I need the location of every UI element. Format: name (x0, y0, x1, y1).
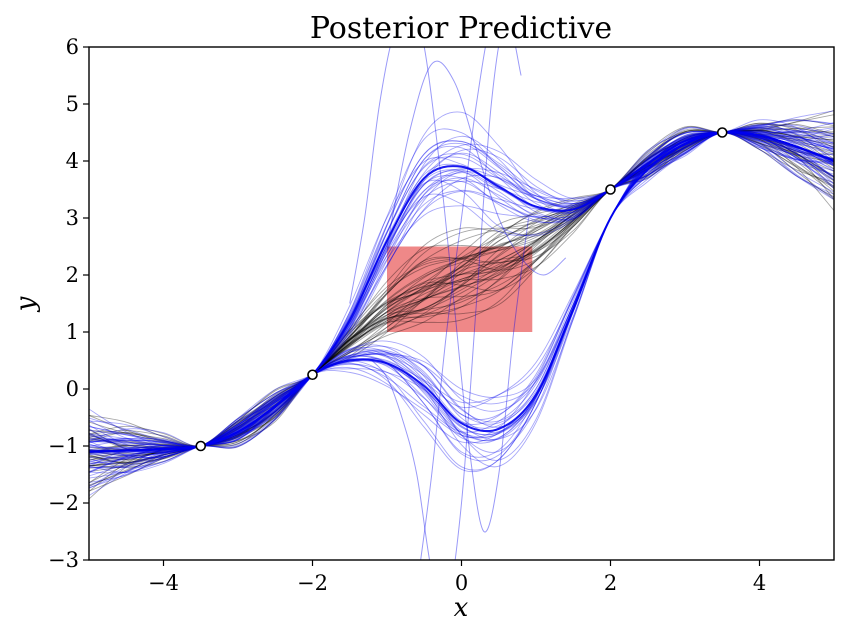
y-tick-label: 5 (66, 92, 79, 116)
outlier-curve-2 (386, 60, 567, 276)
observed-point (605, 184, 616, 195)
black-curve-sample-21 (89, 131, 834, 454)
y-tick-label: −3 (48, 548, 79, 572)
blue-mode-0-curve-sample-10 (89, 131, 834, 484)
black-curve-sample-18 (89, 131, 834, 463)
blue-mode-0-curve-sample-7 (89, 127, 834, 448)
blue-mode-0-curve-sample-14 (89, 127, 834, 448)
blue-mode-1-curve-sample-8 (89, 131, 834, 461)
y-tick-label: −2 (48, 491, 79, 515)
black-curve-sample-38 (89, 129, 834, 484)
blue-mode-1-curve-sample-19 (89, 132, 834, 462)
y-axis-label: 𝑦 (11, 296, 41, 312)
observed-point (716, 127, 728, 138)
observed-point (195, 440, 207, 452)
blue-mode-0-curve-sample-4 (89, 126, 834, 447)
observed-point (307, 369, 318, 381)
y-axis: −3 −2 −1 0 1 2 3 4 5 6 (48, 35, 89, 572)
blue-mode-0-curve-sample-21 (89, 132, 834, 474)
black-curve-sample-9 (89, 131, 834, 464)
y-tick-label: 3 (66, 206, 79, 230)
y-tick-label: −1 (48, 434, 79, 458)
x-axis-label: 𝑥 (454, 593, 469, 623)
y-tick-label: 1 (66, 320, 79, 344)
black-curve-sample-35 (89, 131, 834, 487)
plot-area (89, 47, 834, 560)
blue-mode-line-1 (89, 131, 834, 453)
target-region (387, 246, 533, 332)
y-tick-label: 6 (66, 35, 79, 59)
black-curve-sample-31 (89, 129, 834, 447)
chart-title: Posterior Predictive (310, 11, 612, 46)
outlier-curve-3 (420, 47, 486, 560)
blue-mode-1-curve-sample-5 (89, 132, 834, 471)
x-tick-label: 0 (455, 571, 468, 595)
black-curve-sample-24 (89, 123, 834, 448)
blue-mode-0-curve-sample-17 (89, 127, 834, 448)
y-tick-label: 4 (66, 149, 79, 173)
black-curve-sample-33 (89, 122, 834, 447)
black-curve-sample-40 (89, 123, 834, 466)
outlier-curve-1 (371, 47, 522, 560)
blue-mode-1-curve-sample-22 (89, 132, 834, 473)
x-tick-label: 2 (604, 571, 617, 595)
x-tick-label: −4 (148, 571, 179, 595)
outlier-curve-0 (349, 47, 530, 533)
blue-mode-0-curve-sample-23 (89, 111, 834, 447)
x-tick-label: −2 (297, 571, 328, 595)
black-curve-sample-39 (89, 129, 834, 447)
y-tick-label: 2 (66, 263, 79, 287)
x-tick-label: 4 (753, 571, 766, 595)
observed-points (195, 127, 728, 452)
x-axis: −4 −2 0 2 4 (148, 560, 766, 595)
blue-mode-1-curve-sample-18 (89, 128, 834, 448)
blue-mode-1-curve-sample-9 (89, 132, 834, 458)
y-tick-label: 0 (66, 377, 79, 401)
blue-mode-1-curve-sample-11 (89, 131, 834, 468)
